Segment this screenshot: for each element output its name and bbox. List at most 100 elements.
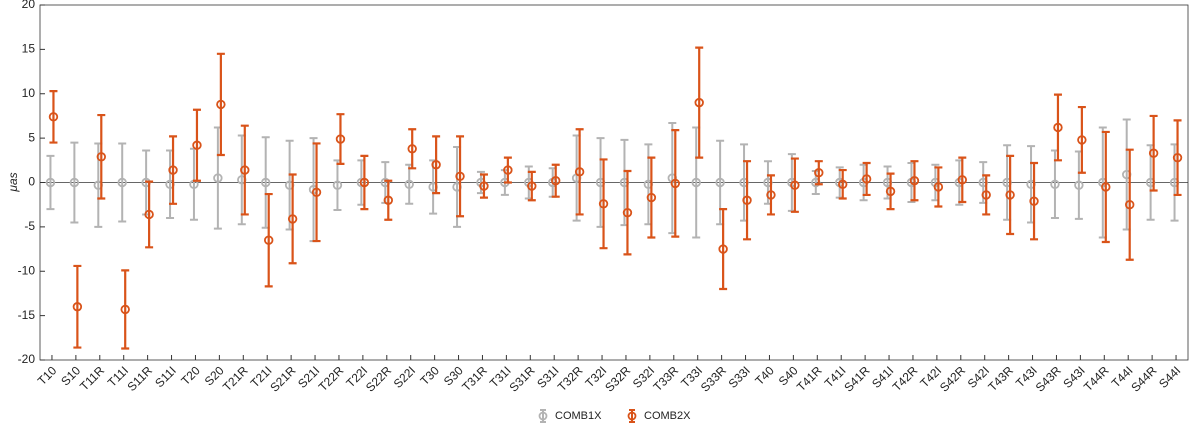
x-tick-label: T30 xyxy=(417,363,442,388)
error-bar xyxy=(551,163,560,198)
x-tick-label: S42R xyxy=(937,363,968,394)
error-bar xyxy=(1173,119,1182,197)
point xyxy=(216,99,226,110)
x-tick-label: S43R xyxy=(1033,363,1064,394)
error-bar xyxy=(312,142,321,243)
x-tick-label: S22I xyxy=(391,363,418,390)
error-bar xyxy=(169,135,178,205)
point xyxy=(838,179,848,189)
error-bar xyxy=(982,174,991,216)
error-bar xyxy=(934,166,943,208)
y-tick-label: -20 xyxy=(18,352,36,366)
y-tick-label: -5 xyxy=(24,219,35,233)
error-bar xyxy=(1053,93,1062,162)
x-tick-label: S33I xyxy=(726,363,753,390)
legend-symbol xyxy=(627,411,637,421)
x-tick-label: T22R xyxy=(316,363,347,394)
x-tick-label: T42R xyxy=(890,363,921,394)
error-bar xyxy=(766,174,775,216)
y-tick-label: 10 xyxy=(22,86,36,100)
point xyxy=(861,174,872,184)
error-bar xyxy=(49,89,58,144)
error-bar xyxy=(333,159,342,212)
point xyxy=(335,134,346,144)
y-axis-label: μas xyxy=(6,172,20,192)
error-bar xyxy=(97,113,106,200)
point xyxy=(670,178,680,189)
error-bar xyxy=(432,135,441,195)
point xyxy=(790,180,800,190)
error-bar xyxy=(671,129,680,238)
point xyxy=(1077,135,1087,145)
point xyxy=(718,244,728,254)
point xyxy=(1005,190,1015,200)
error-bar xyxy=(408,128,417,170)
error-bar xyxy=(145,180,154,249)
x-tick-label: S31R xyxy=(507,363,538,394)
point xyxy=(192,140,202,150)
point xyxy=(1101,182,1111,192)
point xyxy=(646,192,657,203)
error-bar xyxy=(405,163,414,205)
point xyxy=(503,165,513,175)
error-bar xyxy=(575,128,584,216)
error-bar xyxy=(695,46,704,159)
point xyxy=(598,199,609,209)
x-tick-label: T10 xyxy=(35,363,60,388)
y-tick-label: 20 xyxy=(22,0,36,11)
point xyxy=(455,171,465,181)
x-tick-label: T20 xyxy=(178,363,203,388)
y-tick-label: 15 xyxy=(22,42,36,56)
x-tick-label: S11I xyxy=(152,363,179,390)
legend-label: COMB1X xyxy=(555,410,602,422)
point xyxy=(527,181,537,191)
x-tick-label: S11R xyxy=(124,363,155,394)
point xyxy=(1148,148,1159,158)
error-bar xyxy=(118,142,127,223)
point xyxy=(359,177,370,188)
point xyxy=(622,207,633,218)
point xyxy=(117,177,127,188)
point xyxy=(1125,199,1135,210)
point xyxy=(1074,180,1084,190)
point xyxy=(120,304,130,315)
point xyxy=(742,195,752,205)
point xyxy=(72,302,83,312)
point xyxy=(431,160,441,170)
point xyxy=(909,176,920,186)
error-bar xyxy=(1030,161,1039,241)
point xyxy=(814,168,824,178)
point xyxy=(404,179,414,189)
point xyxy=(264,235,274,245)
error-bar xyxy=(1125,148,1134,261)
point xyxy=(261,177,271,188)
point xyxy=(332,180,343,190)
point xyxy=(1172,152,1183,163)
legend-label: COMB2X xyxy=(644,410,691,422)
error-bar xyxy=(862,161,871,197)
error-bar xyxy=(1077,105,1086,174)
y-tick-label: 0 xyxy=(28,175,35,189)
error-bar xyxy=(73,264,82,349)
point xyxy=(1029,196,1039,206)
y-tick-label: 5 xyxy=(28,130,35,144)
error-bar xyxy=(886,172,895,211)
point xyxy=(551,176,561,186)
error-bar xyxy=(384,179,393,221)
x-tick-label: S33R xyxy=(698,363,729,394)
error-bar xyxy=(790,157,799,213)
x-tick-label: T32R xyxy=(555,363,586,394)
x-tick-label: T33R xyxy=(651,363,682,394)
point xyxy=(715,177,725,188)
point xyxy=(287,214,298,224)
x-tick-label: T44R xyxy=(1081,363,1112,394)
error-bar xyxy=(599,158,608,250)
y-tick-label: -15 xyxy=(18,308,36,322)
point xyxy=(96,152,106,162)
point xyxy=(981,190,991,200)
error-bar xyxy=(838,168,847,200)
x-tick-label: T11R xyxy=(77,363,107,393)
point xyxy=(766,190,776,200)
error-bar xyxy=(503,156,512,184)
point xyxy=(45,177,56,188)
